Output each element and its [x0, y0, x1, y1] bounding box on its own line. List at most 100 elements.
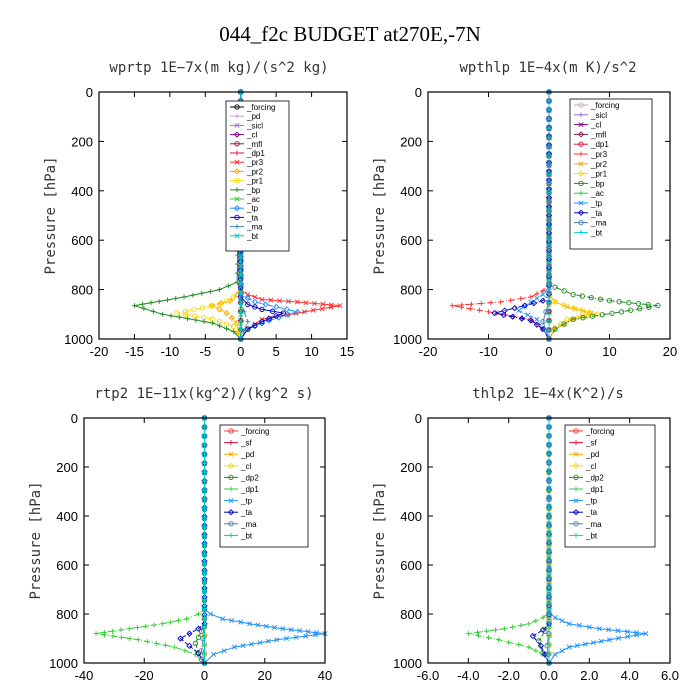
y-tick-label: 1000	[393, 332, 422, 347]
x-tick-label: -2.0	[497, 668, 519, 683]
legend-item: _ta	[574, 209, 603, 218]
y-tick-label: 600	[71, 233, 93, 248]
plot-frame	[83, 417, 326, 664]
legend-item: _sf	[224, 439, 252, 448]
legend-label: _sicl	[590, 111, 607, 120]
legend-label: _tp	[585, 497, 598, 506]
x-tick-label: 0	[201, 668, 208, 683]
legend-box	[219, 424, 309, 548]
y-tick-label: 400	[56, 509, 78, 524]
x-tick-label: -20	[419, 344, 438, 359]
legend-label: _pr2	[590, 160, 608, 169]
legend-label: _dp1	[585, 485, 604, 494]
series-line	[465, 415, 552, 666]
legend-label: _pd	[240, 450, 254, 459]
legend-label: _bt	[246, 232, 259, 241]
y-axis-label: Pressure [hPa]	[372, 481, 388, 599]
x-tick-label: 20	[663, 344, 677, 359]
legend-label: _ta	[246, 213, 259, 222]
legend-item: _cl	[569, 462, 596, 471]
legend-label: _bt	[240, 531, 253, 540]
legend-label: _forcing	[246, 103, 275, 112]
x-tick-label: 0.0	[540, 668, 558, 683]
x-tick-label: 10	[602, 344, 616, 359]
legend-item: _bp	[574, 179, 605, 188]
y-axis-label: Pressure [hPa]	[372, 156, 388, 274]
legend-label: _dp2	[240, 473, 259, 482]
y-tick-label: 200	[400, 460, 422, 475]
chart-panel-wpthlp: wpthlp 1E−4x(m K)/s^2	[0, 0, 636, 350]
x-tick-label: 4.0	[621, 668, 639, 683]
legend-label: _dp1	[590, 140, 609, 149]
legend-item: _tp	[574, 199, 603, 208]
legend-item: _forcing	[574, 101, 619, 110]
legend-item: _ma	[574, 219, 607, 228]
legend-item: _pr2	[574, 160, 608, 169]
legend-label: _pr1	[246, 177, 264, 186]
plot-area: 0 200 400 600 800 1000-6.0 -4.0 -2.0 0.0 2.0 4.0 6.…	[372, 411, 679, 683]
y-axis-label: Pressure [hPa]	[28, 481, 44, 599]
plot-frame	[427, 91, 671, 340]
legend-item: _forcing	[569, 427, 614, 436]
legend-item: _bt	[224, 531, 253, 540]
legend-label: _ta	[240, 508, 253, 517]
legend-item: _ta	[224, 508, 253, 517]
legend-item: _pd	[230, 112, 260, 121]
legend-label: _cl	[246, 131, 257, 140]
legend: _forcing _sf _pd _cl _dp2 _dp1 _tp _ta _ma _bt	[219, 424, 309, 548]
y-tick-label: 1000	[64, 332, 93, 347]
x-tick-label: -15	[125, 344, 144, 359]
legend-item: _bp	[230, 186, 261, 195]
legend-item: _pr3	[230, 158, 264, 167]
legend-label: _pr1	[590, 170, 608, 179]
chart-panel-thlp2: thlp2 1E−4x(K^2)/s	[0, 0, 624, 402]
legend-item: _dp1	[230, 149, 265, 158]
legend-label: _ta	[590, 209, 603, 218]
legend-label: _ma	[585, 520, 602, 529]
series-line	[546, 415, 552, 666]
legend-label: _dp1	[240, 485, 259, 494]
legend-item: _ma	[224, 520, 257, 529]
legend-label: _bp	[246, 186, 261, 195]
legend-item: _pr1	[574, 170, 608, 179]
y-tick-label: 200	[400, 134, 422, 149]
legend-item: _tp	[230, 204, 259, 213]
legend-label: _forcing	[240, 427, 269, 436]
x-tick-label: -10	[479, 344, 498, 359]
chart-title: thlp2 1E−4x(K^2)/s	[472, 386, 624, 402]
y-tick-label: 200	[56, 460, 78, 475]
legend-label: _pd	[585, 450, 599, 459]
series-line	[202, 415, 207, 666]
y-tick-label: 400	[400, 509, 422, 524]
legend-label: _sf	[585, 439, 597, 448]
legend-item: _dp1	[569, 485, 604, 494]
legend-item: _sicl	[574, 111, 607, 120]
plot-frame	[98, 91, 348, 340]
legend-label: _bt	[590, 228, 603, 237]
x-tick-label: -40	[75, 668, 94, 683]
legend-item: _bt	[230, 232, 259, 241]
legend-label: _dp1	[246, 149, 265, 158]
legend-item: _ma	[569, 520, 602, 529]
legend-label: _ma	[240, 520, 257, 529]
legend-label: _pr3	[246, 158, 264, 167]
y-tick-label: 0	[415, 411, 422, 426]
legend-item: _cl	[230, 131, 257, 140]
legend-label: _ac	[246, 195, 260, 204]
x-tick-label: -4.0	[457, 668, 479, 683]
legend-label: _pd	[246, 112, 260, 121]
chart-panel-wprtp: wprtp 1E−7x(m kg)/(s^2 kg)	[0, 0, 350, 350]
legend-item: _ac	[230, 195, 260, 204]
legend-item: _mfl	[230, 140, 262, 149]
legend-item: _pr1	[230, 177, 264, 186]
x-tick-label: 10	[304, 344, 318, 359]
y-axis-label: Pressure [hPa]	[43, 156, 59, 274]
legend-item: _cl	[574, 121, 601, 130]
legend-label: _cl	[585, 462, 596, 471]
y-tick-label: 0	[71, 411, 78, 426]
chart-title: rtp2 1E−11x(kg^2)/(kg^2 s)	[94, 386, 314, 402]
legend-item: _dp2	[569, 473, 604, 482]
y-tick-label: 600	[400, 558, 422, 573]
chart-title: wprtp 1E−7x(m kg)/(s^2 kg)	[109, 60, 329, 76]
y-tick-label: 200	[71, 134, 93, 149]
